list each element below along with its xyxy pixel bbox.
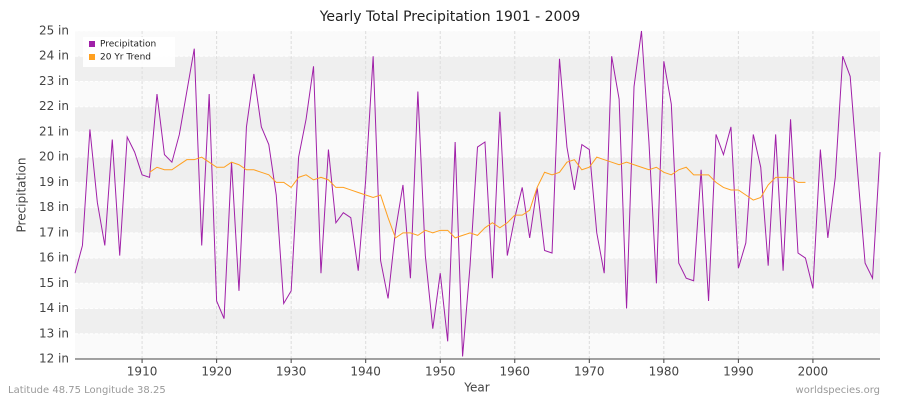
x-tick-label: 1960 — [499, 365, 530, 379]
footer-right: worldspecies.org — [796, 385, 880, 396]
y-tick-label: 13 in — [39, 326, 69, 340]
y-tick-label: 21 in — [39, 124, 69, 138]
band — [75, 56, 880, 82]
x-tick-label: 1920 — [201, 365, 232, 379]
x-tick-label: 1910 — [127, 365, 158, 379]
x-axis-label: Year — [463, 381, 489, 395]
y-tick-label: 16 in — [39, 251, 69, 265]
legend-swatch — [89, 54, 95, 60]
y-tick-label: 18 in — [39, 200, 69, 214]
y-tick-label: 24 in — [39, 49, 69, 63]
band — [75, 308, 880, 334]
x-tick-label: 1990 — [723, 365, 754, 379]
footer-left: Latitude 48.75 Longitude 38.25 — [8, 385, 166, 396]
x-tick-label: 1940 — [350, 365, 381, 379]
band — [75, 106, 880, 132]
y-tick-label: 22 in — [39, 99, 69, 113]
legend-swatch — [89, 41, 95, 47]
x-tick-label: 1980 — [649, 365, 680, 379]
legend-label: Precipitation — [100, 40, 156, 50]
y-axis-label: Precipitation — [15, 157, 29, 232]
y-tick-label: 17 in — [39, 225, 69, 239]
x-tick-label: 1970 — [574, 365, 605, 379]
y-tick-label: 25 in — [39, 24, 69, 38]
series-line — [149, 156, 806, 239]
y-tick-label: 15 in — [39, 276, 69, 290]
y-tick-label: 20 in — [39, 150, 69, 164]
x-tick-label: 2000 — [798, 365, 829, 379]
y-tick-label: 19 in — [39, 175, 69, 189]
series-line — [74, 30, 881, 357]
y-tick-label: 14 in — [39, 301, 69, 315]
band — [75, 258, 880, 284]
legend-label: 20 Yr Trend — [100, 53, 151, 63]
band — [75, 157, 880, 183]
y-tick-label: 12 in — [39, 352, 69, 366]
y-tick-label: 23 in — [39, 74, 69, 88]
x-tick-label: 1930 — [276, 365, 307, 379]
x-tick-label: 1950 — [425, 365, 456, 379]
legend-box — [83, 37, 175, 67]
chart-title: Yearly Total Precipitation 1901 - 2009 — [319, 9, 581, 25]
band — [75, 207, 880, 233]
